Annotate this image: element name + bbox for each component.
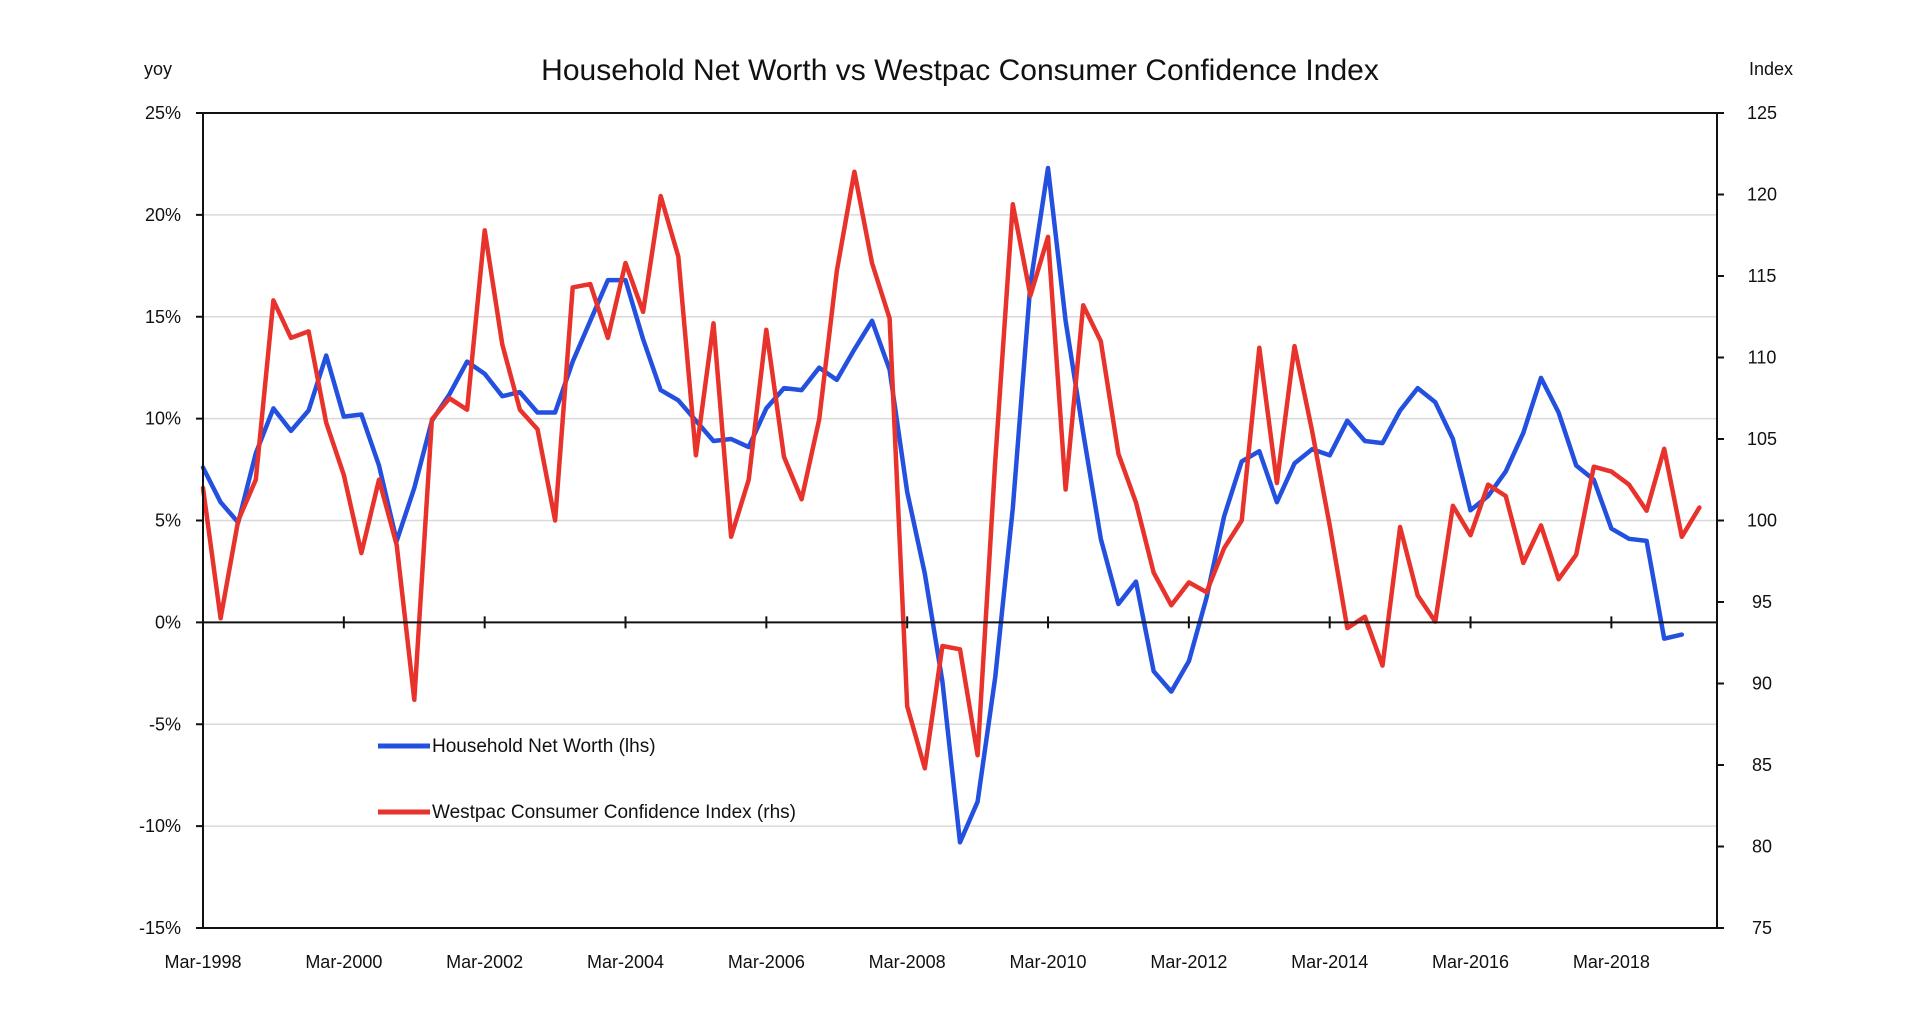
legend-label-networth: Household Net Worth (lhs) (432, 736, 656, 757)
x-tick-label: Mar-2012 (1150, 952, 1227, 972)
x-tick-label: Mar-2008 (869, 952, 946, 972)
x-tick-label: Mar-2002 (446, 952, 523, 972)
left-tick-label: 25% (145, 103, 181, 123)
x-tick-label: Mar-2000 (305, 952, 382, 972)
x-tick-label: Mar-2010 (1009, 952, 1086, 972)
legend: Household Net Worth (lhs) Westpac Consum… (378, 736, 796, 823)
left-tick-label: 20% (145, 205, 181, 225)
legend-label-confidence: Westpac Consumer Confidence Index (rhs) (432, 802, 796, 823)
right-axis-unit: Index (1749, 59, 1793, 79)
x-tick-label: Mar-2014 (1291, 952, 1368, 972)
x-tick-label: Mar-1998 (164, 952, 241, 972)
right-tick-label: 75 (1752, 918, 1772, 938)
right-tick-label: 110 (1748, 348, 1777, 368)
right-tick-label: 80 (1752, 837, 1772, 857)
left-tick-label: -15% (139, 918, 181, 938)
series-line-1 (200, 169, 1702, 771)
x-tick-label: Mar-2016 (1432, 952, 1509, 972)
left-tick-label: 5% (155, 511, 181, 531)
left-tick-label: 15% (145, 307, 181, 327)
chart-title: Household Net Worth vs Westpac Consumer … (541, 54, 1379, 87)
gridlines (203, 214, 1717, 827)
axes: Mar-1998 Mar-2000 Mar-2002 Mar-2004 Mar-2006… (139, 103, 1777, 972)
right-tick-label: 120 (1747, 185, 1777, 205)
right-tick-label: 115 (1748, 266, 1777, 286)
left-tick-label: 10% (145, 409, 181, 429)
right-tick-label: 105 (1747, 429, 1777, 449)
left-axis-unit: yoy (144, 59, 172, 79)
left-tick-label: -10% (139, 816, 181, 836)
right-tick-label: 125 (1747, 103, 1777, 123)
right-tick-label: 95 (1752, 592, 1772, 612)
x-tick-label: Mar-2018 (1573, 952, 1650, 972)
series-line-0 (200, 165, 1685, 845)
series-layer (200, 165, 1702, 845)
left-tick-label: 0% (155, 612, 181, 632)
x-tick-label: Mar-2004 (587, 952, 664, 972)
right-tick-label: 85 (1752, 755, 1772, 775)
left-tick-label: -5% (149, 714, 181, 734)
right-tick-label: 90 (1752, 674, 1772, 694)
right-tick-label: 100 (1747, 511, 1777, 531)
x-tick-label: Mar-2006 (728, 952, 805, 972)
